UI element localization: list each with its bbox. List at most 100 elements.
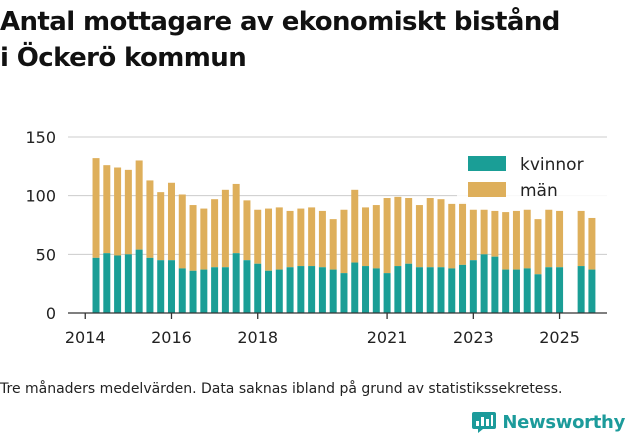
bar-kvinnor <box>124 254 132 313</box>
brand-name: Newsworthy <box>502 411 625 433</box>
x-axis-labels: 2014 2016 2018 2021 2023 2025 <box>65 313 580 347</box>
bar-kvinnor <box>362 266 370 313</box>
bar-man <box>92 158 100 258</box>
bar-man <box>545 209 553 268</box>
bar-kvinnor <box>232 253 240 313</box>
x-tick-label-2014: 2014 <box>65 328 106 347</box>
bar-man <box>383 198 391 274</box>
bar-man <box>426 198 434 268</box>
bar-man <box>394 196 402 267</box>
bar-kvinnor <box>415 267 423 313</box>
bar-kvinnor <box>178 268 186 313</box>
y-tick-label-50: 50 <box>36 245 56 264</box>
bar-man <box>405 198 413 264</box>
bar-man <box>275 207 283 270</box>
bar-kvinnor <box>469 260 477 313</box>
bar-kvinnor <box>146 257 154 313</box>
bar-kvinnor <box>588 269 596 313</box>
bar-man <box>556 210 564 268</box>
bar-man <box>577 210 585 267</box>
bar-kvinnor <box>405 263 413 313</box>
bar-kvinnor <box>243 260 251 313</box>
bar-man <box>480 209 488 255</box>
bar-kvinnor <box>426 267 434 313</box>
bar-man <box>221 189 229 268</box>
y-tick-label-150: 150 <box>25 128 56 147</box>
bar-man <box>211 199 219 268</box>
bar-man <box>351 189 359 263</box>
bar-kvinnor <box>556 267 564 313</box>
x-tick-label-2025: 2025 <box>539 328 580 347</box>
bar-kvinnor <box>372 268 380 313</box>
newsworthy-logo: Newsworthy <box>471 410 625 434</box>
bar-kvinnor <box>297 266 305 313</box>
bar-kvinnor <box>286 267 294 313</box>
bar-man <box>534 219 542 275</box>
bar-kvinnor <box>318 267 326 313</box>
bar-man <box>265 208 273 271</box>
bar-kvinnor <box>221 267 229 313</box>
bar-kvinnor <box>491 256 499 313</box>
chart-caption: Tre månaders medelvärden. Data saknas ib… <box>0 381 563 397</box>
bar-man <box>124 169 132 255</box>
bar-kvinnor <box>534 274 542 313</box>
chart-title: Antal mottagare av ekonomiskt bistånd i … <box>0 4 631 76</box>
bar-kvinnor <box>448 268 456 313</box>
legend: kvinnor män <box>457 152 612 204</box>
bar-man <box>329 219 337 270</box>
bar-kvinnor <box>135 249 143 313</box>
y-tick-label-100: 100 <box>25 187 56 206</box>
bar-kvinnor <box>157 260 165 313</box>
bar-man <box>372 205 380 269</box>
bar-man <box>362 207 370 267</box>
bar-kvinnor <box>383 273 391 313</box>
x-tick-label-2016: 2016 <box>151 328 192 347</box>
bar-kvinnor <box>275 269 283 313</box>
bar-man <box>459 202 467 265</box>
bar-man <box>103 165 111 254</box>
bar-man <box>491 210 499 257</box>
bar-man <box>340 209 348 274</box>
chart-title-line-2: i Öckerö kommun <box>0 43 247 73</box>
bar-kvinnor <box>265 270 273 313</box>
bars <box>92 158 596 313</box>
bar-man <box>189 205 197 271</box>
bar-man <box>502 212 510 270</box>
x-tick-label-2021: 2021 <box>367 328 408 347</box>
bar-kvinnor <box>577 266 585 313</box>
bar-man <box>469 209 477 261</box>
bar-man <box>297 208 305 267</box>
bar-kvinnor <box>502 269 510 313</box>
stacked-bar-chart: 0 50 100 150 2014 2016 2018 2021 2023 2025 kvinn… <box>25 128 612 347</box>
bar-kvinnor <box>92 257 100 313</box>
bar-kvinnor <box>523 268 531 313</box>
bar-kvinnor <box>114 255 122 313</box>
bar-kvinnor <box>545 267 553 313</box>
bar-kvinnor <box>351 262 359 313</box>
y-tick-label-0: 0 <box>46 304 56 323</box>
bar-kvinnor <box>437 267 445 313</box>
bar-chart-logo-icon <box>472 412 497 433</box>
bar-man <box>146 180 154 258</box>
bar-kvinnor <box>167 260 175 313</box>
bar-man <box>200 208 208 270</box>
bar-kvinnor <box>254 263 262 313</box>
bar-man <box>167 182 175 261</box>
x-tick-label-2018: 2018 <box>237 328 278 347</box>
bar-kvinnor <box>308 266 316 313</box>
x-tick-label-2023: 2023 <box>453 328 494 347</box>
bar-kvinnor <box>200 269 208 313</box>
bar-man <box>308 207 316 267</box>
legend-label-kvinnor: kvinnor <box>520 155 584 175</box>
bar-kvinnor <box>512 269 520 313</box>
bar-man <box>318 210 326 268</box>
chart-title-line-1: Antal mottagare av ekonomiskt bistånd <box>0 7 560 37</box>
legend-label-man: män <box>520 181 558 201</box>
bar-man <box>437 199 445 268</box>
bar-man <box>114 167 122 256</box>
bar-man <box>243 200 251 261</box>
bar-kvinnor <box>103 253 111 313</box>
bar-kvinnor <box>189 270 197 313</box>
legend-swatch-kvinnor <box>468 156 506 171</box>
bar-kvinnor <box>394 266 402 313</box>
